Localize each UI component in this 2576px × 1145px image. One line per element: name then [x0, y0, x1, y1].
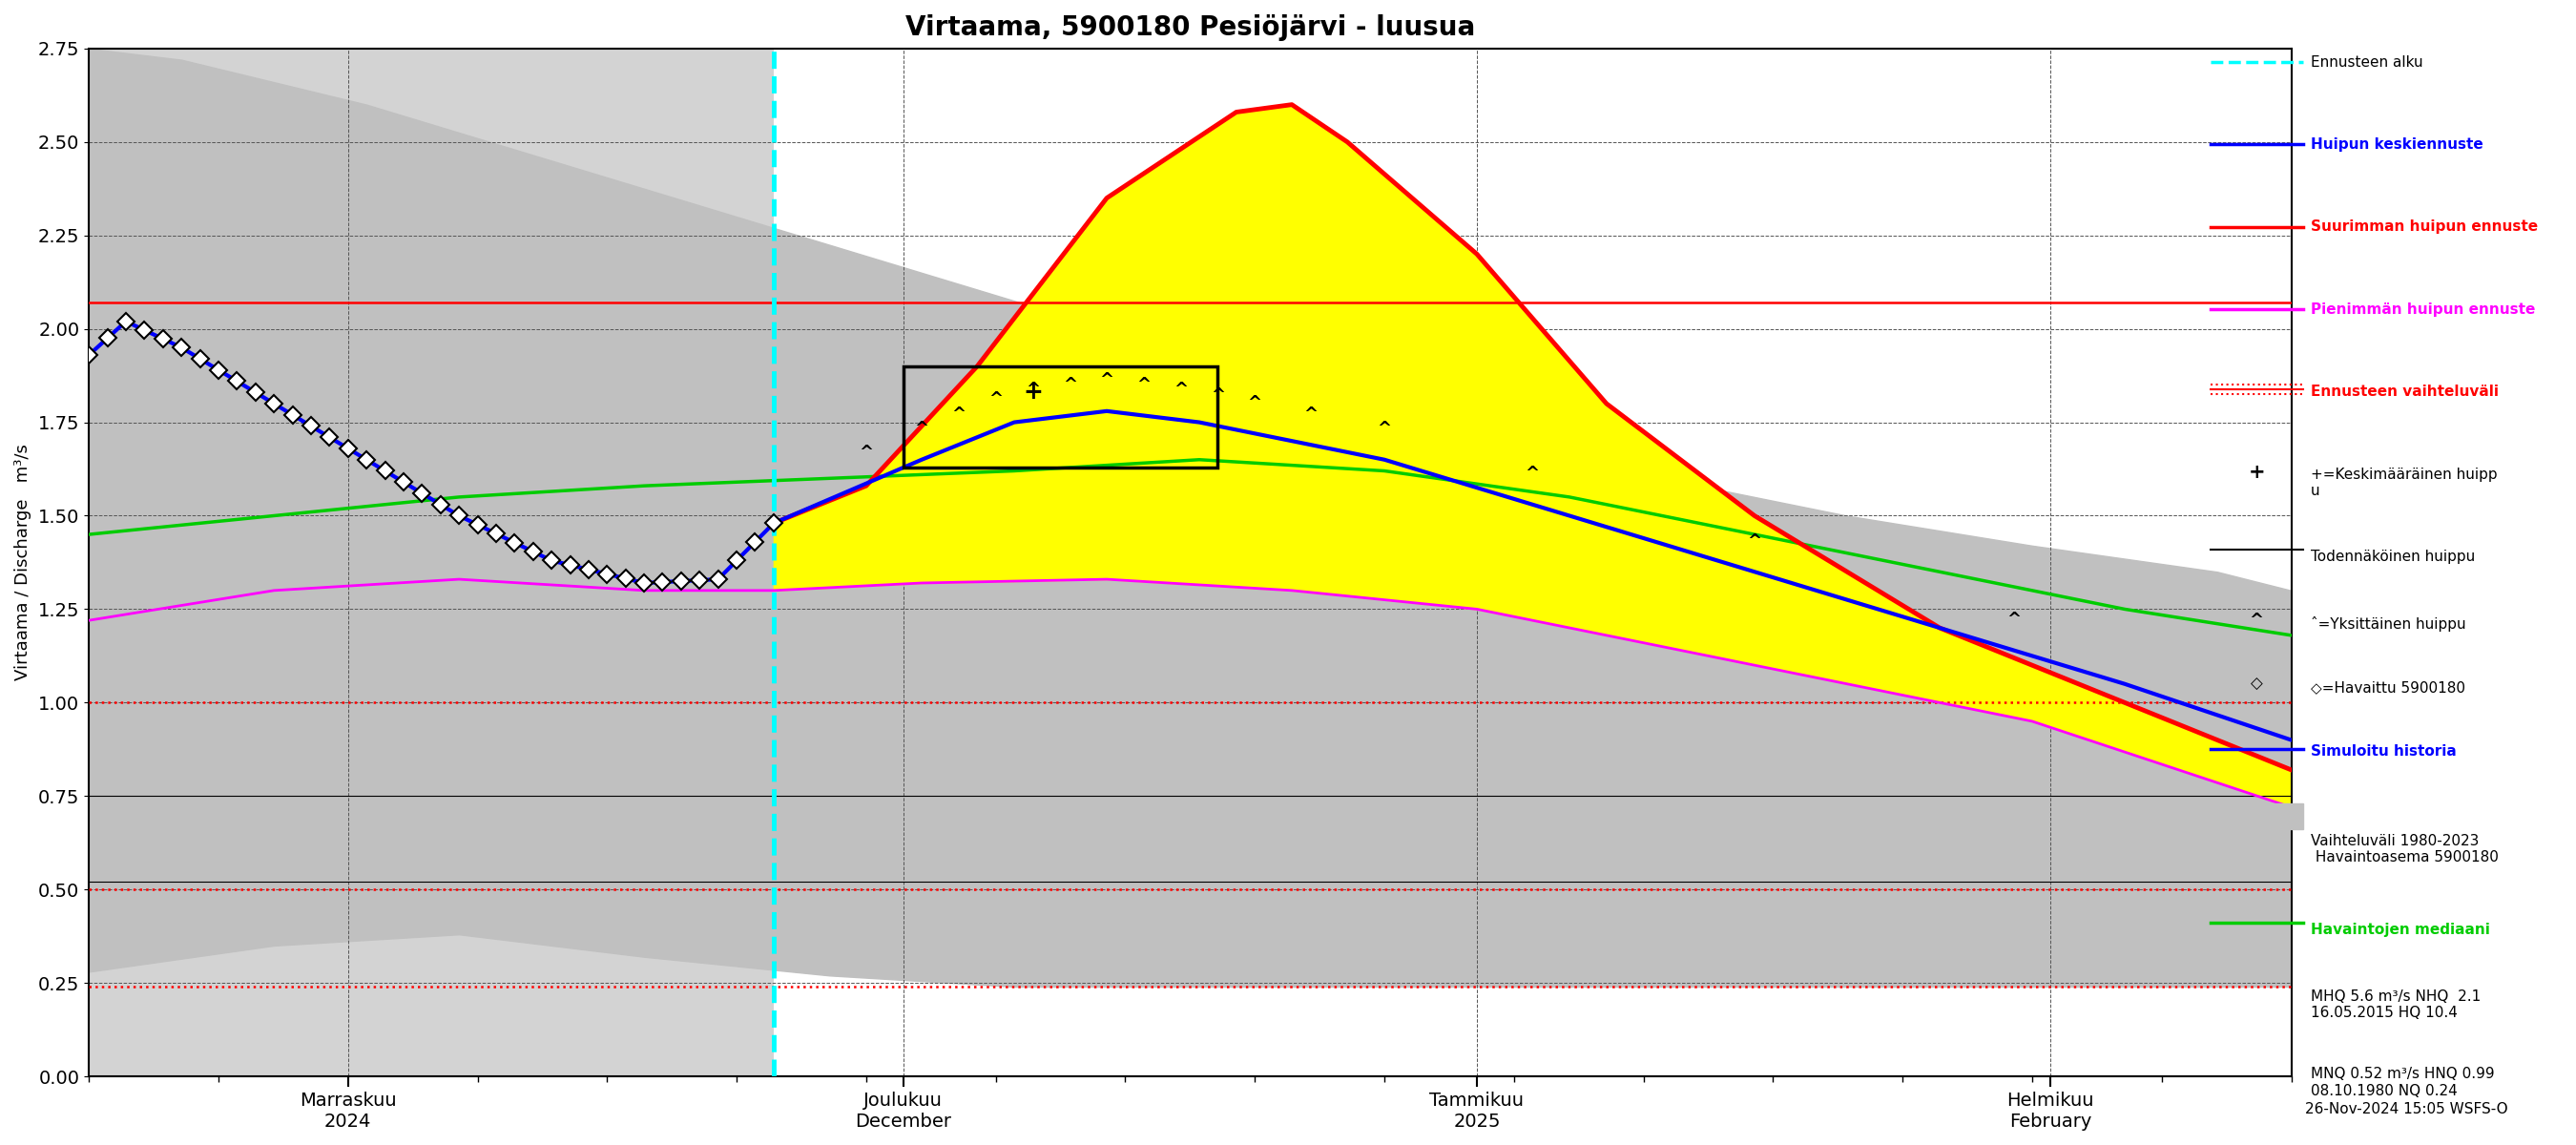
Text: ˆ=Yksittäinen huippu: ˆ=Yksittäinen huippu — [2311, 616, 2465, 631]
Text: MHQ 5.6 m³/s NHQ  2.1
16.05.2015 HQ 10.4: MHQ 5.6 m³/s NHQ 2.1 16.05.2015 HQ 10.4 — [2311, 989, 2481, 1020]
Text: ^: ^ — [1025, 380, 1041, 397]
Text: ^: ^ — [1061, 376, 1077, 393]
Text: ^: ^ — [1136, 376, 1151, 393]
Title: Virtaama, 5900180 Pesiöjärvi - luusua: Virtaama, 5900180 Pesiöjärvi - luusua — [904, 14, 1476, 41]
Text: MNQ 0.52 m³/s HNQ 0.99
08.10.1980 NQ 0.24: MNQ 0.52 m³/s HNQ 0.99 08.10.1980 NQ 0.2… — [2311, 1067, 2494, 1098]
Text: ^: ^ — [1211, 386, 1226, 403]
Y-axis label: Virtaama / Discharge   m³/s: Virtaama / Discharge m³/s — [15, 444, 31, 680]
Text: ◇: ◇ — [2251, 676, 2262, 693]
Text: Havaintojen mediaani: Havaintojen mediaani — [2311, 923, 2491, 937]
Text: ^: ^ — [1747, 532, 1762, 550]
Text: +: + — [2249, 463, 2264, 482]
Text: Ennusteen alku: Ennusteen alku — [2311, 55, 2424, 69]
Text: Pienimmän huipun ennuste: Pienimmän huipun ennuste — [2311, 302, 2535, 316]
Text: ^: ^ — [1525, 465, 1540, 482]
Text: +=Keskimääräinen huipp
u: +=Keskimääräinen huipp u — [2311, 467, 2496, 498]
Text: ^: ^ — [2007, 610, 2020, 627]
Text: ^: ^ — [989, 390, 1002, 408]
Text: Huipun keskiennuste: Huipun keskiennuste — [2311, 137, 2483, 151]
Text: ^: ^ — [1247, 394, 1262, 411]
Text: ^: ^ — [951, 405, 966, 423]
Text: ^: ^ — [2249, 611, 2264, 629]
Text: ^: ^ — [1378, 420, 1391, 437]
Text: Suurimman huipun ennuste: Suurimman huipun ennuste — [2311, 220, 2537, 234]
Text: Simuloitu historia: Simuloitu historia — [2311, 744, 2458, 758]
Text: ^: ^ — [1100, 371, 1113, 388]
Text: ^: ^ — [1303, 405, 1316, 423]
Text: +: + — [1023, 381, 1043, 404]
Text: 26-Nov-2024 15:05 WSFS-O: 26-Nov-2024 15:05 WSFS-O — [2306, 1101, 2509, 1116]
Text: ^: ^ — [858, 444, 873, 461]
Text: ^: ^ — [1175, 380, 1188, 397]
Text: Todennäköinen huippu: Todennäköinen huippu — [2311, 550, 2476, 563]
Bar — [773, 48, 2290, 1076]
Text: ^: ^ — [914, 420, 930, 437]
Text: Vaihteluväli 1980-2023
 Havaintoasema 5900180: Vaihteluväli 1980-2023 Havaintoasema 590… — [2311, 834, 2499, 864]
Text: Ennusteen vaihteluväli: Ennusteen vaihteluväli — [2311, 385, 2499, 398]
Text: ◇=Havaittu 5900180: ◇=Havaittu 5900180 — [2311, 680, 2465, 694]
